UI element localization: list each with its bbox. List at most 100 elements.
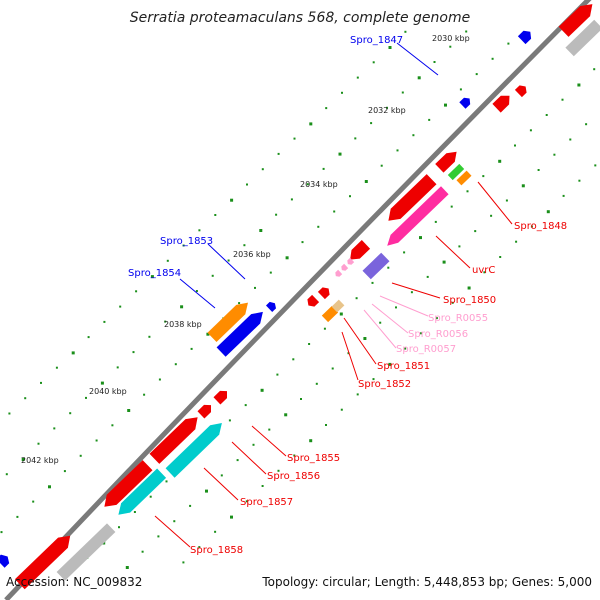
scale-dot [259,229,263,232]
label-spro-1858[interactable]: Spro_1858 [190,545,243,556]
scale-dot [214,214,217,216]
cds-1848-region[interactable] [435,151,457,173]
r0056[interactable] [335,269,343,277]
scale-dot [322,167,325,170]
label-spro-1847[interactable]: Spro_1847 [350,35,403,46]
scale-dot [301,241,304,244]
scale-dot [340,408,343,411]
label-uvrc[interactable]: uvrC [472,265,495,276]
scale-dot [553,153,556,156]
label-spro-1857[interactable]: Spro_1857 [240,497,293,508]
scale-dot [306,183,309,186]
label-spro-r0057[interactable]: Spro_R0057 [396,344,456,355]
scale-dot [95,439,98,442]
scale-dot [412,134,415,137]
scale-dot [24,397,27,400]
scale-dot [48,485,51,489]
scale-dot [499,256,502,258]
gene-features [0,4,600,590]
label-spro-1855[interactable]: Spro_1855 [287,453,340,464]
scale-dot [119,305,122,308]
cds-1852[interactable] [317,287,330,300]
scale-dot [578,179,581,182]
cds-top-2[interactable] [492,95,510,113]
scale-dot [158,378,161,381]
spro-1851-orange[interactable] [321,305,339,323]
scale-dot [396,149,399,152]
scale-dot [220,474,223,477]
scale-dot [387,266,390,269]
scale-dot [410,291,413,294]
label-spro-r0056[interactable]: Spro_R0056 [408,329,468,340]
spro-1854-orange[interactable] [207,302,249,342]
spro-1848-orange[interactable] [456,170,472,186]
grey-track-top[interactable] [565,19,600,57]
label-spro-1848[interactable]: Spro_1848 [514,221,567,232]
leader-spro-1858 [154,515,191,548]
scale-dot [211,274,214,277]
scale-dot [269,271,272,274]
scale-dot [5,473,8,476]
label-spro-1853[interactable]: Spro_1853 [160,236,213,247]
scale-dot [40,381,42,384]
scale-dot [149,495,152,498]
cds-big-1[interactable] [149,417,198,464]
label-spro-1854[interactable]: Spro_1854 [128,268,181,279]
blue-bottom-left[interactable] [0,554,10,568]
scale-dot [173,520,176,523]
cds-b[interactable] [350,240,371,260]
scale-dot [261,168,264,171]
scale-dot [118,526,120,529]
cds-a[interactable] [388,174,437,221]
spro-1853-blue[interactable] [266,301,276,312]
label-spro-1850[interactable]: Spro_1850 [443,295,496,306]
scale-dot [562,194,565,197]
spro-1851-tan[interactable] [331,299,345,313]
spro-1847-blue[interactable] [517,30,532,45]
cds-big-2[interactable] [104,460,153,507]
spro-1848-green[interactable] [447,163,465,181]
label-spro-1856[interactable]: Spro_1856 [267,471,320,482]
spro-1850-purple[interactable] [362,252,390,280]
scale-dot [323,327,326,330]
spro-1854-blue[interactable] [216,311,263,357]
cds-top-1[interactable] [558,4,593,37]
blue-small[interactable] [459,97,471,109]
cds-top-3[interactable] [514,85,527,98]
r0057[interactable] [347,257,355,265]
cds-1855[interactable] [213,390,228,405]
scale-dot [355,297,358,300]
kbp-label-2032: 2032 kbp [368,106,406,115]
scale-dot [53,427,56,430]
spro-1858-cyan[interactable] [118,468,167,515]
scale-dot [459,88,462,91]
label-spro-r0055[interactable]: Spro_R0055 [428,313,488,324]
gene-labels: Spro_1847 Spro_1853 Spro_1854 Spro_1848 … [128,35,567,556]
scale-dot [577,83,581,87]
scale-dot [182,561,185,564]
label-spro-1851[interactable]: Spro_1851 [377,361,430,372]
grey-track-bottom[interactable] [56,523,116,581]
scale-dot [309,122,313,126]
scale-dot [125,566,129,569]
scale-dot [21,458,25,461]
scale-dot [529,129,532,132]
scale-dot [277,469,280,472]
scale-dot [285,256,289,260]
scale-dot [372,61,375,64]
cds-big-3[interactable] [14,535,71,590]
uvrc-magenta[interactable] [387,186,449,246]
scale-dot [386,106,388,109]
scale-dot [198,229,201,232]
scale-dot [32,500,35,503]
label-spro-1852[interactable]: Spro_1852 [358,379,411,390]
cds-1851[interactable] [307,294,320,307]
scale-dot [198,546,201,549]
scale-dot [371,281,374,284]
spro-1857-cyan[interactable] [165,423,222,478]
r0055[interactable] [341,263,349,271]
cds-1856[interactable] [197,404,212,419]
scale-dot [116,366,119,369]
leader-lines [154,42,513,548]
scale-dot [419,236,422,240]
